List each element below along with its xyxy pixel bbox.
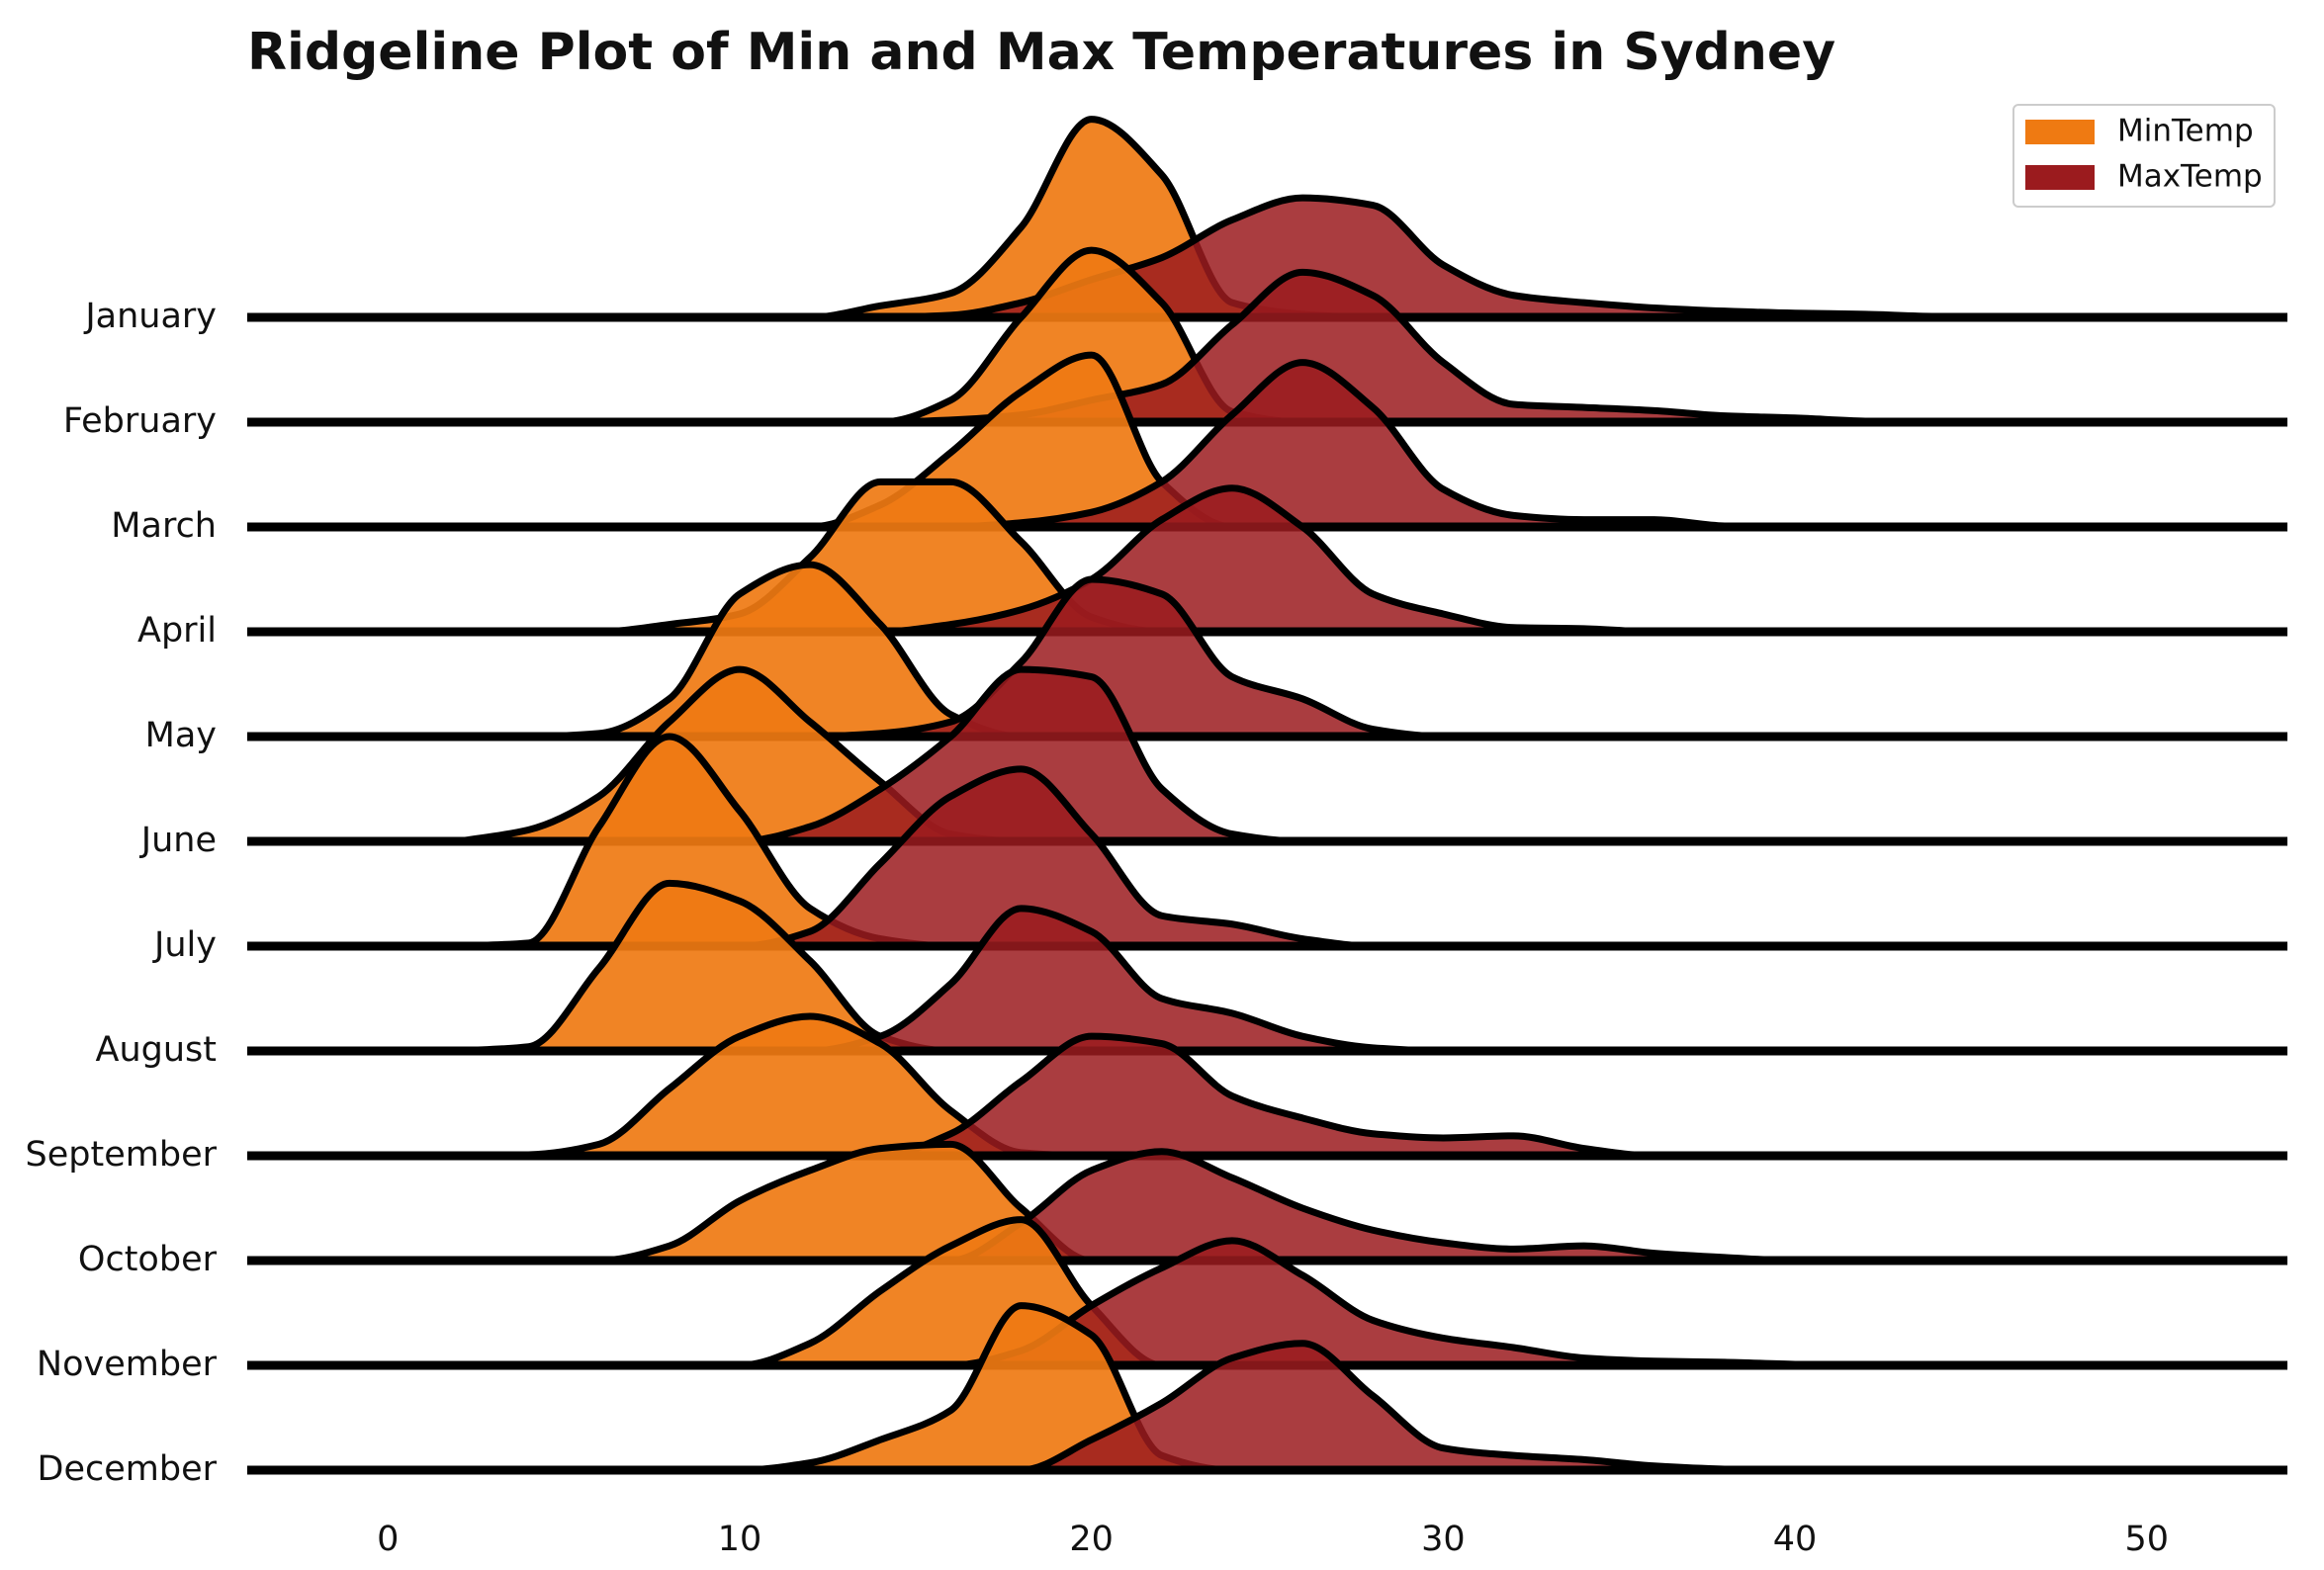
y-tick-label: March — [111, 506, 217, 546]
y-tick-label: October — [78, 1240, 218, 1279]
legend-swatch — [2025, 165, 2095, 190]
legend-swatch — [2025, 120, 2095, 144]
x-tick-label: 10 — [718, 1520, 762, 1559]
y-tick-label: August — [96, 1030, 217, 1070]
y-tick-label: June — [139, 821, 217, 860]
y-tick-label: February — [63, 401, 217, 441]
legend-label: MaxTemp — [2117, 159, 2263, 195]
y-tick-label: May — [145, 716, 217, 755]
density-area — [454, 484, 2081, 636]
y-tick-label: July — [152, 925, 217, 965]
legend-label: MinTemp — [2117, 114, 2254, 149]
y-tick-label: April — [137, 611, 217, 651]
x-tick-label: 30 — [1421, 1520, 1466, 1559]
x-tick-label: 0 — [377, 1520, 399, 1559]
y-tick-label: September — [26, 1135, 218, 1175]
y-tick-label: December — [38, 1449, 218, 1489]
plot-area: January February March April May June July Augu… — [26, 116, 2287, 1559]
y-tick-label: November — [37, 1345, 218, 1384]
x-tick-label: 20 — [1069, 1520, 1114, 1559]
y-tick-label: January — [83, 297, 217, 336]
x-tick-label: 40 — [1773, 1520, 1818, 1559]
x-tick-label: 50 — [2124, 1520, 2169, 1559]
legend: MinTemp MaxTemp — [2012, 104, 2276, 208]
chart-title: Ridgeline Plot of Min and Max Temperatur… — [247, 23, 1835, 82]
